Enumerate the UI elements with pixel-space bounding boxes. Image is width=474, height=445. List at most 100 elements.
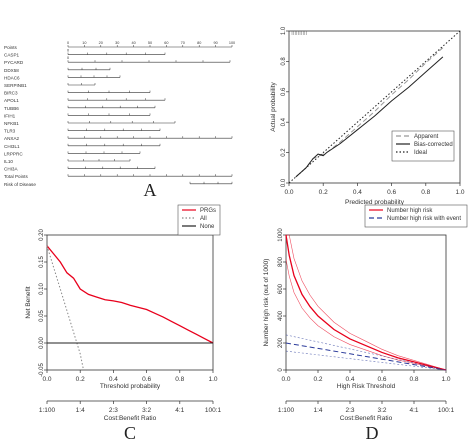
secondary-tick-label: 100:1 (205, 407, 222, 414)
nomogram-row-label: IL10 (4, 159, 13, 164)
y-tick-label: 200 (278, 337, 284, 348)
y-axis-label: Actual probability (270, 82, 277, 132)
secondary-tick-label: 4:1 (409, 407, 418, 414)
nomogram-row-label: Risk of Disease (4, 182, 36, 187)
y-tick-label: 0.10 (39, 283, 45, 295)
nomogram-tick-label: 0 (67, 56, 69, 60)
legend-label: PRGs (200, 208, 216, 214)
secondary-tick-label: 1:100 (39, 407, 56, 414)
secondary-tick-label: 1:100 (278, 407, 295, 414)
secondary-tick-label: 1:4 (76, 407, 85, 414)
nomogram-row-label: APOL1 (4, 98, 19, 103)
series-line-1 (285, 342, 447, 371)
y-tick-label: 0.05 (39, 310, 45, 322)
legend-label: Number high risk with event (387, 216, 461, 222)
x-tick-label: 0.2 (319, 189, 328, 196)
confidence-band (286, 234, 447, 371)
nomogram-tick-label: 0 (67, 49, 69, 53)
x-axis-label: High Risk Threshold (337, 383, 396, 390)
x-tick-label: 0.6 (377, 376, 386, 383)
nomogram-row-label: CHI3A (4, 167, 18, 172)
x-tick-label: 0.4 (345, 376, 354, 383)
panel-letter-c: C (124, 423, 136, 443)
x-axis-label: Threshold probability (100, 383, 161, 390)
y-tick-label: 0 (278, 368, 284, 372)
legend-label: None (200, 224, 215, 230)
y-tick-label: 0.2 (281, 148, 287, 157)
y-tick-label: 1.0 (281, 26, 287, 35)
legend-label: Apparent (414, 134, 439, 140)
series-line-1 (295, 56, 444, 178)
y-axis-label: Net Benefit (25, 286, 32, 318)
nomogram-row-label: TUBB6 (4, 106, 19, 111)
legend-label: Number high risk (387, 208, 433, 214)
secondary-axis-label: Cost:Benefit Ratio (104, 415, 157, 422)
y-tick-label: 1000 (278, 228, 284, 242)
y-axis-label: Number high risk (out of 1000) (263, 259, 270, 347)
nomogram-row-label: TLR3 (4, 129, 16, 134)
nomogram-tick-label: 50 (148, 41, 152, 45)
secondary-tick-label: 100:1 (438, 407, 455, 414)
x-tick-label: 0.4 (353, 189, 362, 196)
nomogram-tick-label: 90 (213, 41, 217, 45)
nomogram-tick-label: 100 (229, 41, 235, 45)
nomogram-tick-label: 20 (99, 41, 103, 45)
nomogram-row-label: NFKB1 (4, 121, 19, 126)
nomogram-row-label: PYCARD (4, 60, 24, 65)
secondary-tick-label: 2:3 (345, 407, 354, 414)
x-tick-label: 0.8 (409, 376, 418, 383)
series-line-0 (295, 47, 444, 178)
plot-frame-C (46, 234, 214, 371)
x-tick-label: 0.6 (142, 376, 151, 383)
x-tick-label: 0.2 (76, 376, 85, 383)
legend-label: Ideal (414, 150, 427, 156)
secondary-tick-label: 3:2 (377, 407, 386, 414)
x-tick-label: 0.0 (281, 376, 290, 383)
x-tick-label: 1.0 (441, 376, 450, 383)
x-tick-label: 0.8 (421, 189, 430, 196)
nomogram-row-label: ANXA2 (4, 136, 20, 141)
y-tick-label: 0.8 (281, 57, 287, 66)
secondary-tick-label: 3:2 (142, 407, 151, 414)
x-tick-label: 0.0 (42, 376, 51, 383)
series-line-1 (46, 245, 85, 371)
secondary-axis-label: Cost:Benefit Ratio (340, 415, 393, 422)
nomogram-row-label: CHI3L1 (4, 144, 20, 149)
x-tick-label: 0.4 (109, 376, 118, 383)
y-tick-label: 0.15 (39, 256, 45, 268)
nomogram-tick-label: 10 (82, 41, 86, 45)
secondary-tick-label: 4:1 (175, 407, 184, 414)
y-tick-label: 0.6 (281, 87, 287, 96)
plot-frame-D (285, 234, 447, 371)
legend-box (364, 204, 468, 228)
series-line-0 (46, 245, 214, 344)
y-tick-label: 0.0 (281, 178, 287, 187)
legend-label: Bias-corrected (414, 142, 453, 148)
nomogram-row-label: SERPINB1 (4, 83, 27, 88)
nomogram-row-label: LRPPRC (4, 151, 23, 156)
plot-frame-B (288, 30, 461, 184)
nomogram-row-label: DDX58 (4, 68, 19, 73)
x-tick-label: 0.8 (175, 376, 184, 383)
legend-box (391, 130, 455, 162)
nomogram-row-label: BIRC3 (4, 91, 18, 96)
y-tick-label: -0.05 (39, 363, 45, 377)
nomogram-row-label: Total Points (4, 174, 28, 179)
nomogram-tick-label: 0 (67, 41, 69, 45)
y-tick-label: 400 (278, 310, 284, 321)
secondary-tick-label: 2:3 (109, 407, 118, 414)
panel-letter-d: D (366, 423, 379, 443)
nomogram-row-label: Points (4, 45, 17, 50)
confidence-band (285, 259, 447, 371)
confidence-band (285, 350, 447, 371)
nomogram-tick-label: 80 (197, 41, 201, 45)
x-tick-label: 0.2 (313, 376, 322, 383)
secondary-tick-label: 1:4 (313, 407, 322, 414)
y-tick-label: 600 (278, 283, 284, 294)
x-axis-label: Predicted probability (345, 199, 405, 206)
y-tick-label: 800 (278, 256, 284, 267)
nomogram-tick-label: 40 (131, 41, 135, 45)
y-tick-label: 0.4 (281, 117, 287, 126)
y-tick-label: 0.00 (39, 337, 45, 349)
